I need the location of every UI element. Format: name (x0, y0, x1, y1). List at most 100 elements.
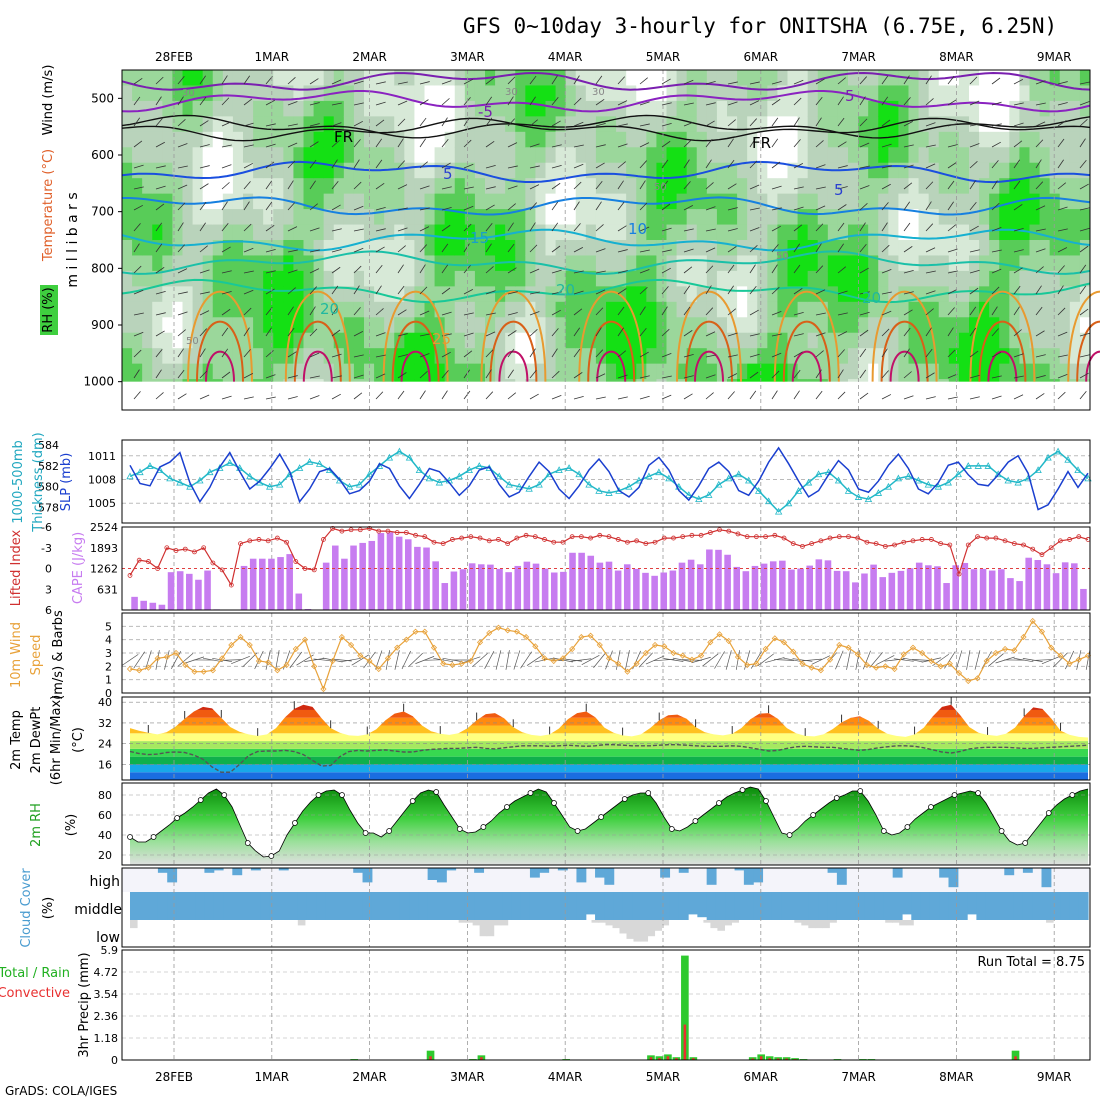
wind-barb (397, 333, 408, 337)
wind-barb-10m (893, 658, 914, 662)
rh-cell (505, 178, 516, 195)
wind-barb (419, 138, 426, 148)
rh-cell (1069, 147, 1081, 164)
rh-cell (585, 224, 597, 241)
rh-cell (485, 100, 496, 117)
thickness-point (355, 480, 364, 488)
rh-cell (706, 193, 718, 210)
rh-cell (404, 147, 415, 164)
wind-barb (727, 159, 735, 169)
rh-cell (636, 116, 647, 133)
rh-cell (333, 209, 345, 226)
wind-speed-point (725, 637, 732, 645)
rh-cell (545, 178, 557, 195)
li-point (560, 539, 566, 545)
wind-barb (837, 266, 847, 274)
rh-cell (777, 224, 788, 241)
rh-point (951, 792, 958, 798)
rh-cell (777, 240, 788, 256)
pressure-tick-label: 800 (91, 261, 114, 275)
cloud-middle-bar (418, 892, 429, 920)
rh-cell (878, 270, 889, 287)
rh-cell (656, 70, 667, 86)
wind-barb (265, 270, 276, 274)
rh-cell (333, 317, 345, 334)
wind-barb (199, 310, 210, 316)
wind-barb (573, 270, 584, 274)
rh-cell (989, 178, 1000, 195)
thickness-point (126, 472, 134, 480)
cloud-middle-bar (399, 892, 410, 920)
wind-barb (1079, 160, 1087, 169)
rh-cell (515, 131, 526, 148)
rh-cell (142, 147, 153, 164)
wind-barb (551, 144, 562, 148)
rh-cell (273, 348, 284, 365)
wind-barb (991, 395, 1002, 400)
wind-barb (881, 183, 891, 190)
rh-cell (212, 85, 224, 102)
rh-cell (1069, 116, 1081, 133)
rh-cell (384, 100, 395, 117)
rh-point (810, 812, 817, 818)
rh-cell (888, 100, 899, 117)
wind-barb (661, 267, 671, 274)
rh-cell (1029, 270, 1041, 287)
rh-cell (1059, 116, 1071, 133)
wind-barb (1013, 122, 1024, 127)
rh-cell (676, 178, 688, 195)
wind-barb (617, 327, 624, 337)
wind-barb-10m (1022, 658, 1043, 662)
rh-cell (1079, 116, 1091, 133)
rh-cell (575, 116, 587, 133)
rh-cell (192, 332, 204, 349)
cloud-middle-bar (641, 892, 652, 920)
rh-cell (444, 147, 456, 164)
rh-cell (1009, 224, 1020, 241)
rh-cell (757, 209, 768, 226)
wind-barb (683, 139, 692, 148)
rh-cell (767, 193, 778, 210)
cloud-middle-bar (650, 892, 661, 920)
wind-barb (859, 76, 867, 85)
wind-barb (705, 265, 714, 274)
wind-barb (837, 204, 847, 211)
rh-cell (676, 100, 688, 117)
rh-cell (837, 209, 849, 226)
cloud-middle-bar (901, 892, 912, 915)
cloud-middle-bar (427, 892, 438, 920)
rh-cell (495, 224, 506, 241)
thickness-point (196, 476, 204, 484)
rh-cell (142, 224, 153, 241)
wind-barb (309, 249, 320, 253)
wind-speed-point (596, 641, 603, 649)
wind-barb (375, 101, 386, 106)
rh-cell (616, 317, 627, 334)
wind-barb (265, 99, 275, 106)
wind-barb (793, 390, 800, 400)
rh-cell (182, 116, 194, 133)
rh-cell (888, 317, 899, 334)
rh-cell (666, 270, 678, 287)
wind-barb (397, 227, 408, 232)
rh-cell (706, 100, 718, 117)
li-point (182, 546, 188, 552)
rh-cell (938, 193, 950, 210)
wind-barb (309, 375, 320, 379)
rh-cell (464, 255, 476, 272)
rh-cell (848, 209, 859, 226)
rh-cell (706, 255, 718, 272)
rh-cell (999, 209, 1010, 226)
rh-cell (888, 348, 899, 365)
rh-cell (283, 224, 294, 241)
cape-bar (204, 570, 211, 610)
rh-cell (182, 131, 194, 148)
wind-barb (1013, 267, 1023, 274)
wind-barb (485, 331, 496, 337)
rh-cell (505, 193, 516, 210)
wind-barb (661, 328, 670, 337)
wind-barb (639, 77, 648, 85)
rh-cell (948, 100, 960, 117)
rh-cell (182, 240, 194, 256)
cloud-low-bar (130, 920, 138, 929)
